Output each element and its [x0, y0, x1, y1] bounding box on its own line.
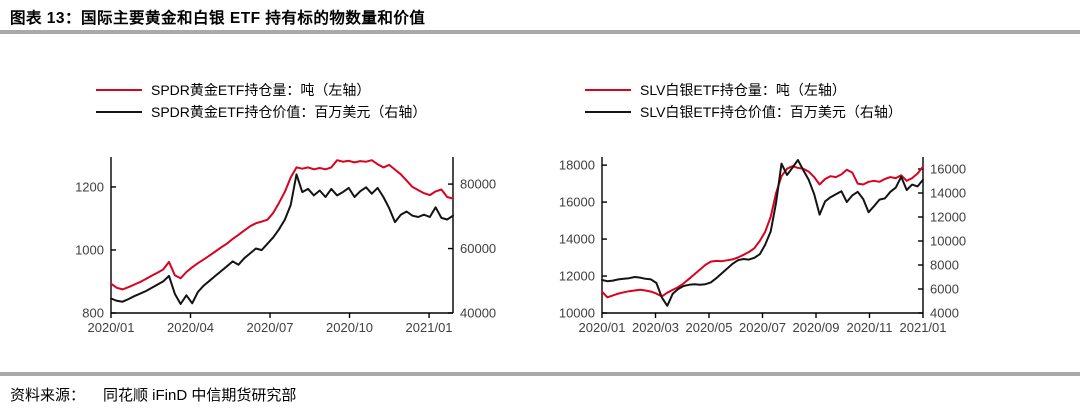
svg-text:2020/04: 2020/04 — [167, 320, 214, 335]
svg-text:8000: 8000 — [930, 258, 959, 273]
svg-text:2020/01: 2020/01 — [88, 320, 135, 335]
svg-text:60000: 60000 — [460, 241, 496, 256]
legend-label: SLV白银ETF持仓量：吨（左轴） — [640, 82, 846, 98]
figure-title: 图表 13：国际主要黄金和白银 ETF 持有标的物数量和价值 — [10, 10, 426, 27]
legend-item-gold-value: SPDR黄金ETF持仓价值：百万美元（右轴） — [96, 104, 426, 120]
svg-text:80000: 80000 — [460, 177, 496, 192]
source-divider — [0, 372, 1080, 376]
svg-text:14000: 14000 — [930, 186, 966, 201]
svg-text:10000: 10000 — [930, 234, 966, 249]
svg-text:2021/01: 2021/01 — [406, 320, 453, 335]
source-label: 资料来源： — [10, 387, 86, 404]
svg-text:800: 800 — [82, 306, 104, 321]
svg-text:2020/07: 2020/07 — [739, 320, 786, 335]
svg-text:2020/10: 2020/10 — [326, 320, 373, 335]
legend-item-silver-holdings: SLV白银ETF持仓量：吨（左轴） — [585, 82, 902, 98]
svg-text:14000: 14000 — [559, 232, 595, 247]
silver-etf-chart: 10000 12000 14000 16000 18000 4000 6000 8000 100… — [559, 157, 966, 335]
svg-text:2020/05: 2020/05 — [685, 320, 732, 335]
svg-text:2020/07: 2020/07 — [247, 320, 294, 335]
black-line-swatch — [585, 110, 631, 114]
svg-text:1000: 1000 — [75, 242, 104, 257]
title-divider — [0, 30, 1080, 34]
svg-text:4000: 4000 — [930, 306, 959, 321]
black-line-swatch — [96, 110, 142, 114]
svg-text:2020/01: 2020/01 — [579, 320, 626, 335]
source-text: 同花顺 iFinD 中信期货研究部 — [103, 387, 297, 404]
legend-label: SPDR黄金ETF持仓价值：百万美元（右轴） — [151, 104, 427, 120]
silver-chart-legend: SLV白银ETF持仓量：吨（左轴） SLV白银ETF持仓价值：百万美元（右轴） — [585, 82, 902, 120]
gold-etf-chart: 800 1000 1200 40000 60000 80000 2020/01 2020/04… — [75, 157, 496, 335]
svg-text:1200: 1200 — [75, 179, 104, 194]
red-line-swatch — [585, 88, 631, 92]
svg-text:2021/01: 2021/01 — [900, 320, 947, 335]
red-line-swatch — [96, 88, 142, 92]
legend-item-silver-value: SLV白银ETF持仓价值：百万美元（右轴） — [585, 104, 902, 120]
legend-label: SPDR黄金ETF持仓量：吨（左轴） — [151, 82, 371, 98]
svg-text:18000: 18000 — [559, 158, 595, 173]
svg-text:6000: 6000 — [930, 282, 959, 297]
svg-text:10000: 10000 — [559, 306, 595, 321]
svg-text:12000: 12000 — [559, 269, 595, 284]
legend-label: SLV白银ETF持仓价值：百万美元（右轴） — [640, 104, 902, 120]
legend-item-gold-holdings: SPDR黄金ETF持仓量：吨（左轴） — [96, 82, 426, 98]
svg-text:16000: 16000 — [559, 195, 595, 210]
svg-text:2020/03: 2020/03 — [632, 320, 679, 335]
svg-text:12000: 12000 — [930, 210, 966, 225]
gold-chart-legend: SPDR黄金ETF持仓量：吨（左轴） SPDR黄金ETF持仓价值：百万美元（右轴… — [96, 82, 426, 120]
svg-text:40000: 40000 — [460, 306, 496, 321]
source-row: 资料来源： 同花顺 iFinD 中信期货研究部 — [10, 384, 296, 405]
svg-text:2020/09: 2020/09 — [793, 320, 840, 335]
svg-text:2020/11: 2020/11 — [846, 320, 892, 335]
svg-text:16000: 16000 — [930, 162, 966, 177]
